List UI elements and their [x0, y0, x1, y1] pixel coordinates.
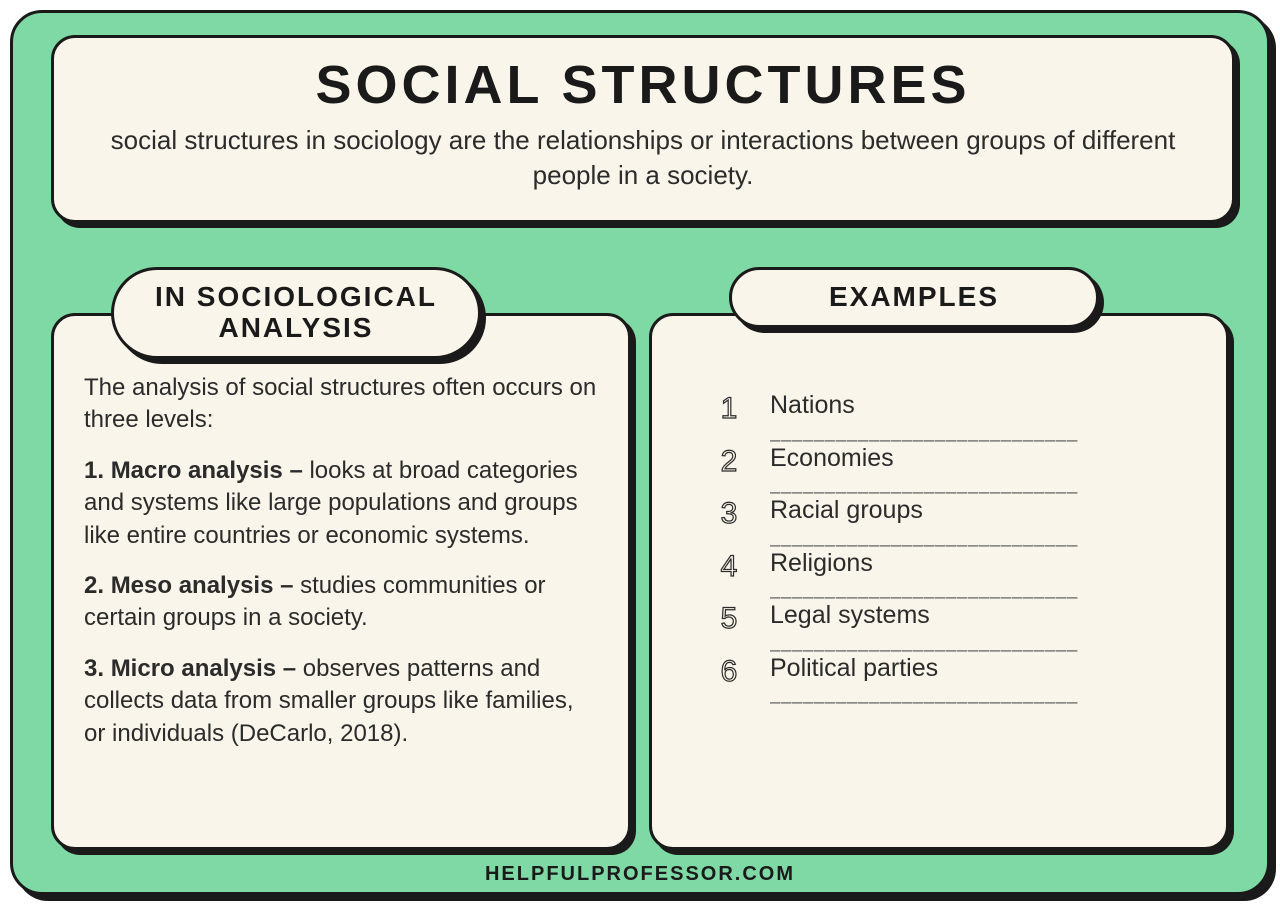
level-num: 3. — [84, 655, 104, 682]
list-item: 6 Political parties ____________________… — [716, 655, 1172, 706]
example-number: 6 — [716, 655, 742, 687]
header-card: SOCIAL STRUCTURES social structures in s… — [51, 35, 1235, 223]
analysis-level: 3. Micro analysis – observes patterns an… — [84, 653, 598, 750]
analysis-level: 2. Meso analysis – studies communities o… — [84, 570, 598, 635]
list-item: 1 Nations ____________________________ — [716, 392, 1172, 443]
list-item: 3 Racial groups ________________________… — [716, 497, 1172, 548]
example-number: 1 — [716, 392, 742, 424]
example-number: 4 — [716, 550, 742, 582]
example-label: Legal systems — [770, 602, 1172, 630]
examples-column: EXAMPLES 1 Nations _____________________… — [649, 273, 1229, 850]
divider: ____________________________ — [770, 632, 1172, 653]
example-label: Religions — [770, 550, 1172, 578]
list-item: 5 Legal systems ________________________… — [716, 602, 1172, 653]
level-name: Meso analysis — [111, 572, 274, 599]
page-subtitle: social structures in sociology are the r… — [94, 123, 1192, 193]
examples-card: 1 Nations ____________________________ 2… — [649, 313, 1229, 850]
list-item: 4 Religions ____________________________ — [716, 550, 1172, 601]
level-name: Micro analysis — [111, 655, 276, 682]
analysis-pill: IN SOCIOLOGICAL ANALYSIS — [111, 267, 481, 359]
divider: ____________________________ — [770, 684, 1172, 705]
infographic-frame: SOCIAL STRUCTURES social structures in s… — [10, 10, 1270, 895]
example-label: Racial groups — [770, 497, 1172, 525]
level-num: 1. — [84, 457, 104, 484]
example-label: Economies — [770, 445, 1172, 473]
divider: ____________________________ — [770, 474, 1172, 495]
example-number: 5 — [716, 602, 742, 634]
page-title: SOCIAL STRUCTURES — [94, 56, 1192, 115]
footer-credit: HELPFULPROFESSOR.COM — [13, 863, 1267, 886]
examples-list: 1 Nations ____________________________ 2… — [682, 372, 1196, 705]
example-label: Nations — [770, 392, 1172, 420]
level-num: 2. — [84, 572, 104, 599]
list-item: 2 Economies ____________________________ — [716, 445, 1172, 496]
level-name: Macro analysis — [111, 457, 283, 484]
examples-pill: EXAMPLES — [729, 267, 1099, 328]
analysis-level: 1. Macro analysis – looks at broad categ… — [84, 455, 598, 552]
divider: ____________________________ — [770, 422, 1172, 443]
analysis-column: IN SOCIOLOGICAL ANALYSIS The analysis of… — [51, 273, 631, 850]
divider: ____________________________ — [770, 527, 1172, 548]
example-label: Political parties — [770, 655, 1172, 683]
example-number: 2 — [716, 445, 742, 477]
example-number: 3 — [716, 497, 742, 529]
analysis-intro: The analysis of social structures often … — [84, 372, 598, 437]
divider: ____________________________ — [770, 579, 1172, 600]
analysis-card: The analysis of social structures often … — [51, 313, 631, 850]
